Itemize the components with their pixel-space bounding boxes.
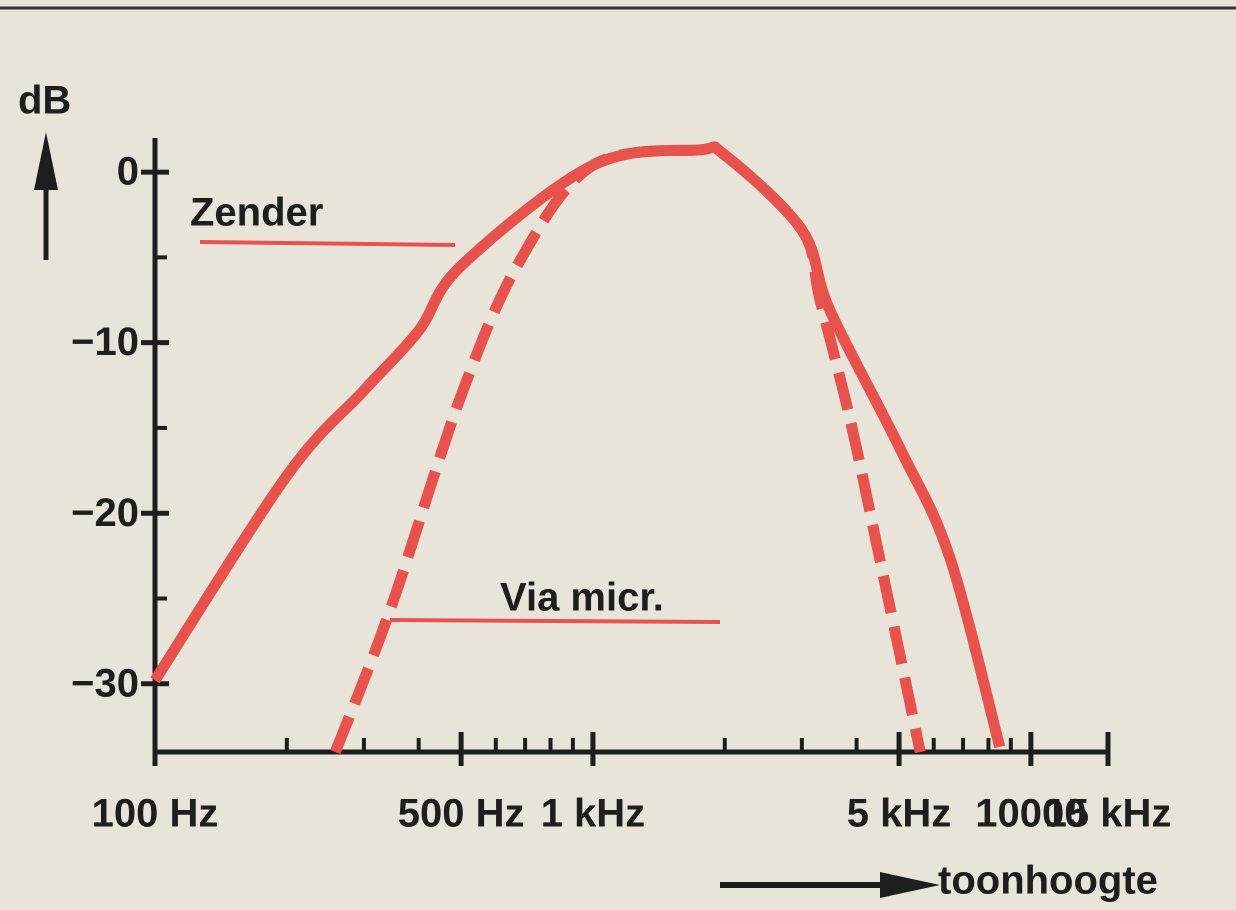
y-axis-label: dB	[18, 79, 71, 123]
series-label: Zender	[190, 191, 323, 235]
x-tick-label: 5 kHz	[847, 792, 952, 836]
leader-line	[199, 240, 456, 247]
x-tick-label: 1 kHz	[541, 792, 646, 836]
y-tick-label: −30	[71, 661, 139, 705]
leader-line	[389, 618, 721, 624]
x-tick-label: 10000	[975, 792, 1086, 836]
y-tick-label: −20	[71, 491, 139, 535]
x-tick-label: 15 kHz	[1045, 792, 1172, 836]
y-arrow-head	[34, 132, 58, 190]
x-tick-label: 100 Hz	[92, 792, 219, 836]
series-line	[330, 141, 926, 754]
y-tick-label: −10	[71, 320, 139, 364]
x-tick-label: 500 Hz	[398, 792, 525, 836]
series-label: Via micr.	[500, 576, 664, 620]
x-arrow-head	[880, 872, 940, 898]
y-tick-label: 0	[117, 150, 139, 194]
x-axis-label: toonhoogte	[938, 859, 1158, 903]
